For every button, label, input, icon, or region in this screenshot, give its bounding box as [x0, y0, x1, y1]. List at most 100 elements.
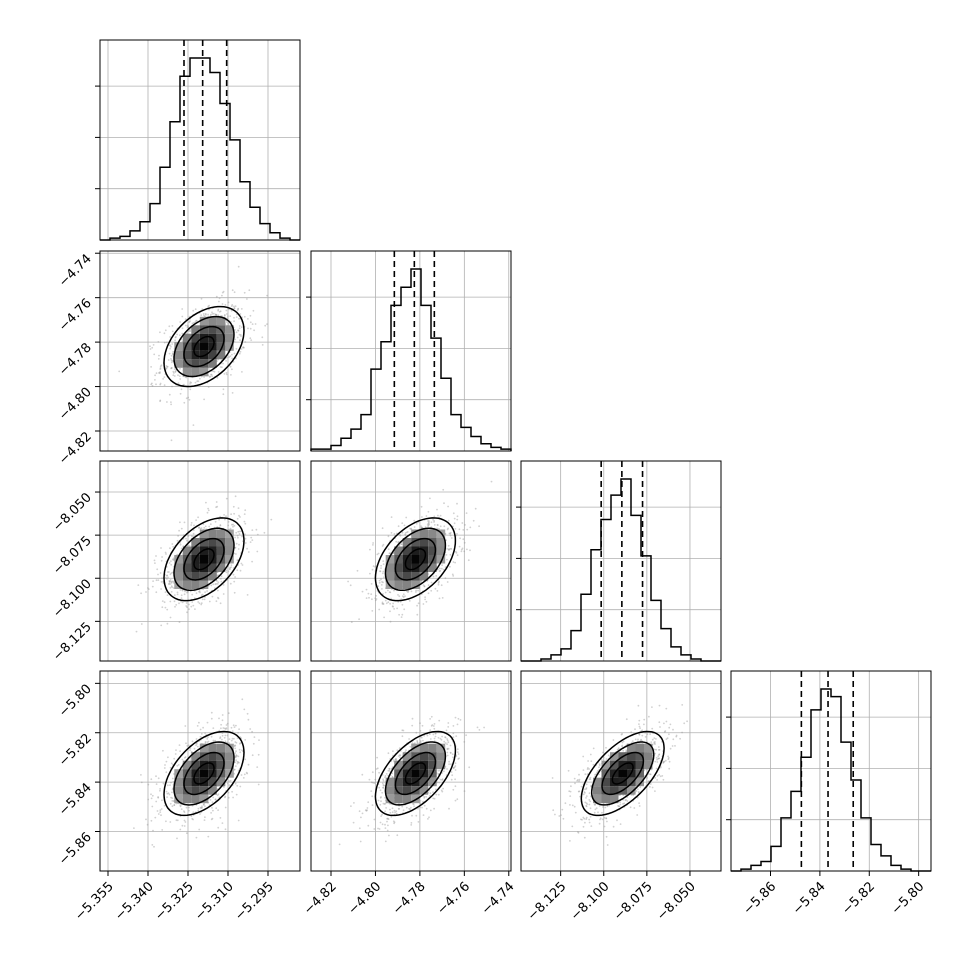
- scatter-point: [392, 820, 395, 823]
- scatter-point: [439, 514, 442, 517]
- scatter-point: [387, 818, 390, 820]
- scatter-point: [170, 581, 173, 584]
- scatter-point: [186, 324, 189, 327]
- scatter-point: [169, 579, 172, 581]
- scatter-point: [414, 742, 416, 745]
- scatter-point: [237, 548, 240, 550]
- density-cell: [394, 563, 403, 572]
- density-cell: [402, 546, 412, 555]
- scatter-point: [234, 747, 237, 750]
- scatter-point: [457, 753, 460, 755]
- scatter-point: [453, 522, 456, 525]
- scatter-point: [371, 795, 374, 798]
- scatter-point: [350, 805, 352, 807]
- scatter-point: [385, 773, 388, 775]
- scatter-point: [401, 729, 404, 732]
- scatter-point: [218, 518, 221, 521]
- scatter-point: [215, 506, 218, 509]
- scatter-point: [179, 828, 182, 831]
- scatter-point: [427, 525, 429, 528]
- scatter-point: [159, 811, 162, 813]
- scatter-point: [133, 827, 135, 829]
- scatter-point: [222, 593, 225, 595]
- scatter-point: [398, 533, 401, 536]
- scatter-point: [446, 739, 449, 742]
- scatter-point: [221, 303, 224, 305]
- scatter-point: [227, 322, 230, 324]
- scatter-point: [432, 733, 435, 736]
- scatter-point: [234, 305, 237, 308]
- scatter-point: [428, 816, 430, 819]
- scatter-point: [454, 528, 457, 530]
- scatter-point: [235, 331, 238, 334]
- scatter-point: [200, 733, 203, 735]
- scatter-point: [400, 543, 402, 546]
- scatter-point: [200, 602, 203, 604]
- scatter-point: [378, 771, 380, 774]
- scatter-point: [410, 590, 413, 593]
- scatter-point: [371, 781, 374, 784]
- density-cell: [225, 743, 234, 753]
- scatter-point: [469, 526, 472, 529]
- scatter-point: [235, 750, 237, 753]
- scatter-point: [229, 315, 232, 317]
- scatter-point: [220, 727, 222, 730]
- density-cell: [428, 743, 437, 753]
- density-cell: [216, 760, 226, 770]
- scatter-point: [212, 370, 215, 373]
- density-cell: [199, 580, 209, 589]
- scatter-point: [197, 516, 200, 519]
- scatter-point: [188, 321, 191, 323]
- scatter-point: [151, 585, 154, 588]
- scatter-point: [421, 516, 423, 518]
- scatter-point: [240, 530, 242, 533]
- scatter-point: [433, 737, 436, 740]
- scatter-point: [382, 603, 385, 605]
- scatter-point: [208, 308, 210, 311]
- scatter-point: [247, 551, 250, 553]
- scatter-point: [187, 744, 190, 747]
- scatter-point: [170, 560, 172, 562]
- scatter-point: [170, 358, 172, 360]
- scatter-point: [177, 374, 179, 377]
- density-cell: [225, 333, 234, 343]
- scatter-point: [430, 725, 433, 727]
- scatter-point: [166, 796, 169, 798]
- scatter-point: [385, 602, 388, 605]
- scatter-point: [448, 763, 450, 766]
- density-cell: [419, 529, 429, 538]
- density-cell: [411, 572, 420, 581]
- scatter-point: [388, 591, 391, 593]
- scatter-point: [459, 537, 461, 540]
- scatter-point: [216, 580, 218, 582]
- scatter-point: [409, 745, 412, 748]
- scatter-point: [389, 803, 392, 805]
- scatter-point: [230, 566, 233, 569]
- scatter-point: [186, 611, 188, 614]
- scatter-point: [243, 773, 246, 776]
- scatter-point: [446, 528, 449, 531]
- scatter-point: [377, 585, 380, 588]
- scatter-point: [243, 291, 246, 294]
- scatter-point: [171, 558, 174, 561]
- scatter-point: [165, 820, 167, 823]
- scatter-point: [370, 593, 373, 596]
- scatter-point: [225, 571, 228, 574]
- scatter-point: [389, 610, 391, 613]
- scatter-point: [378, 608, 381, 611]
- scatter-point: [447, 747, 450, 750]
- scatter-point: [395, 758, 397, 760]
- scatter-point: [150, 366, 153, 368]
- scatter-point: [428, 733, 431, 736]
- scatter-point: [207, 835, 210, 838]
- scatter-point: [397, 594, 399, 596]
- scatter-point: [233, 291, 236, 294]
- scatter-point: [236, 762, 239, 765]
- scatter-point: [235, 755, 237, 757]
- scatter-point: [157, 777, 160, 780]
- scatter-point: [442, 568, 445, 571]
- scatter-point: [393, 533, 396, 535]
- scatter-point: [392, 759, 395, 761]
- scatter-point: [389, 552, 391, 555]
- panel-frame: [730, 670, 932, 872]
